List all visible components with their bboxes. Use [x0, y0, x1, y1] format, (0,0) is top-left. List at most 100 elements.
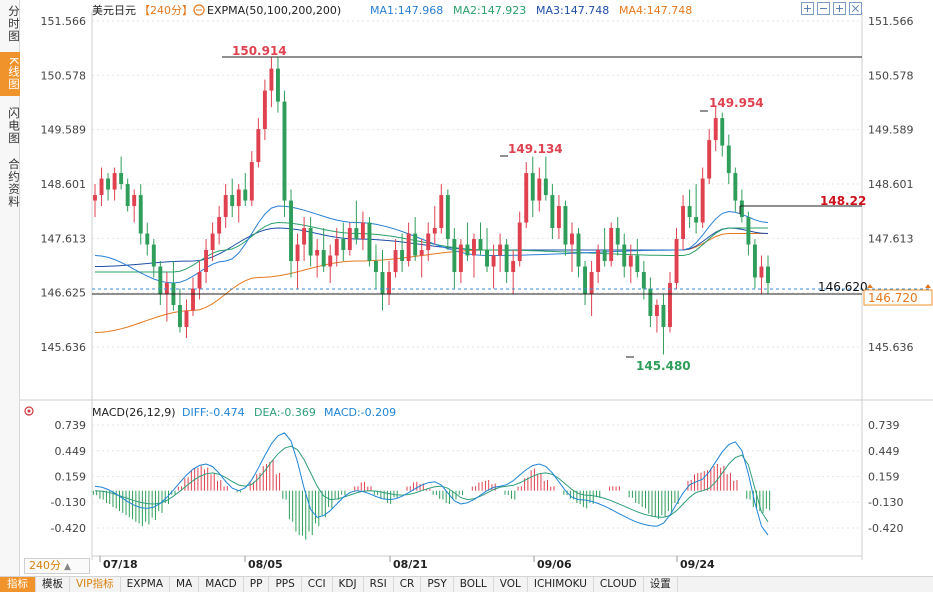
expma-ma1-line	[94, 205, 769, 284]
candle	[668, 272, 672, 333]
settings-icon[interactable]	[193, 4, 205, 16]
date-label: 09/06	[537, 558, 572, 571]
candle-body	[119, 173, 124, 185]
toolbar-item-3[interactable]: EXPMA	[121, 577, 171, 592]
macd-tick-label-right: -0.130	[868, 496, 903, 509]
candle-body	[158, 266, 163, 295]
candle-body	[537, 178, 542, 201]
toolbar-item-16[interactable]: CLOUD	[594, 577, 644, 592]
candle-body	[191, 288, 195, 311]
annotation-level1: 148.22	[820, 194, 866, 208]
candle	[354, 200, 359, 245]
candle	[197, 261, 202, 300]
candle-body	[583, 266, 588, 295]
date-label: 07/18	[103, 558, 138, 571]
toolbar-item-6[interactable]: PP	[244, 577, 270, 592]
candle-body	[275, 68, 280, 102]
candle	[596, 244, 601, 284]
toolbar-item-8[interactable]: CCI	[302, 577, 333, 592]
candle	[308, 217, 313, 267]
toolbar-item-17[interactable]: 设置	[644, 577, 678, 592]
candle	[106, 173, 111, 201]
toolbar-item-2[interactable]: VIP指标	[70, 577, 121, 592]
tab-kline[interactable]: K线图	[0, 52, 21, 96]
candle-body	[491, 255, 496, 267]
toolbar-item-7[interactable]: PPS	[269, 577, 302, 592]
candle	[177, 288, 182, 333]
candle	[243, 173, 248, 207]
legend-indicator: EXPMA(50,100,200,200)	[207, 4, 341, 17]
candle-body	[589, 272, 594, 295]
zoom-out-icon[interactable]	[817, 2, 830, 15]
candle-body	[419, 250, 424, 256]
candle	[256, 118, 261, 168]
expand-icon[interactable]	[833, 2, 846, 15]
macd-tick-label: 0.739	[55, 419, 87, 432]
candle-body	[563, 206, 568, 245]
toolbar-item-12[interactable]: PSY	[421, 577, 454, 592]
price-tick-label: 150.578	[41, 69, 87, 82]
candle	[602, 228, 607, 267]
candle-body	[759, 266, 764, 278]
toolbar-item-4[interactable]: MA	[170, 577, 200, 592]
candle-body	[334, 239, 339, 256]
macd-tick-label: -0.130	[51, 496, 86, 509]
toolbar-item-0[interactable]: 指标	[0, 577, 36, 592]
candle	[465, 222, 470, 262]
toolbar-item-9[interactable]: KDJ	[333, 577, 364, 592]
candle	[249, 151, 254, 207]
candle-body	[635, 255, 640, 273]
close-icon[interactable]	[849, 2, 862, 15]
zoom-in-icon[interactable]	[801, 2, 814, 15]
macd-dea-line	[94, 445, 769, 523]
candle-body	[550, 195, 555, 229]
macd-settings-icon[interactable]	[24, 406, 34, 416]
candle-body	[406, 233, 411, 262]
candle	[759, 255, 764, 295]
period-selector[interactable]: 240分 ▲	[24, 558, 90, 574]
candle-body	[256, 129, 261, 163]
candle	[125, 178, 130, 212]
candle-body	[733, 173, 738, 201]
annotation-peak2: 149.954	[709, 96, 764, 110]
candle	[622, 233, 627, 278]
candle-body	[295, 244, 300, 262]
toolbar-item-14[interactable]: VOL	[494, 577, 528, 592]
candle	[707, 129, 712, 185]
toolbar-item-5[interactable]: MACD	[199, 577, 244, 592]
candle	[733, 167, 738, 212]
legend-ma1: MA1:147.968	[370, 4, 443, 17]
candle	[419, 239, 424, 278]
chart-canvas[interactable]: 151.566 150.578 149.589 148.601 147.613 146.6…	[0, 0, 933, 576]
toolbar-item-1[interactable]: 模板	[36, 577, 70, 592]
candle	[217, 206, 222, 245]
toolbar-item-13[interactable]: BOLL	[454, 577, 494, 592]
price-tick-label-right: 147.613	[868, 232, 914, 245]
price-tick-label: 151.566	[41, 15, 87, 28]
toolbar-item-11[interactable]: CR	[394, 577, 422, 592]
candle	[504, 239, 509, 284]
price-tick-label: 148.601	[41, 178, 87, 191]
annotation-low: 145.480	[636, 359, 691, 373]
tab-contract-info[interactable]: 合约资料	[7, 158, 21, 208]
candle	[158, 261, 163, 305]
candle-body	[739, 200, 744, 218]
candle-body	[641, 272, 646, 289]
tab-timeshare[interactable]: 分时图	[7, 5, 21, 43]
candle	[766, 255, 770, 295]
legend-ma3: MA3:147.748	[536, 4, 609, 17]
candle	[485, 228, 489, 273]
toolbar-item-10[interactable]: RSI	[364, 577, 394, 592]
candle-body	[132, 195, 137, 207]
candle-body	[452, 239, 457, 273]
tab-flash-chart[interactable]: 闪电图	[7, 107, 21, 145]
candle-body	[99, 178, 104, 196]
candle-body	[354, 228, 359, 240]
toolbar-item-15[interactable]: ICHIMOKU	[528, 577, 594, 592]
candle	[713, 107, 718, 152]
candle-body	[151, 244, 156, 267]
candle	[184, 299, 189, 338]
candle	[576, 228, 581, 278]
candle	[151, 239, 156, 278]
candle-body	[648, 288, 653, 316]
